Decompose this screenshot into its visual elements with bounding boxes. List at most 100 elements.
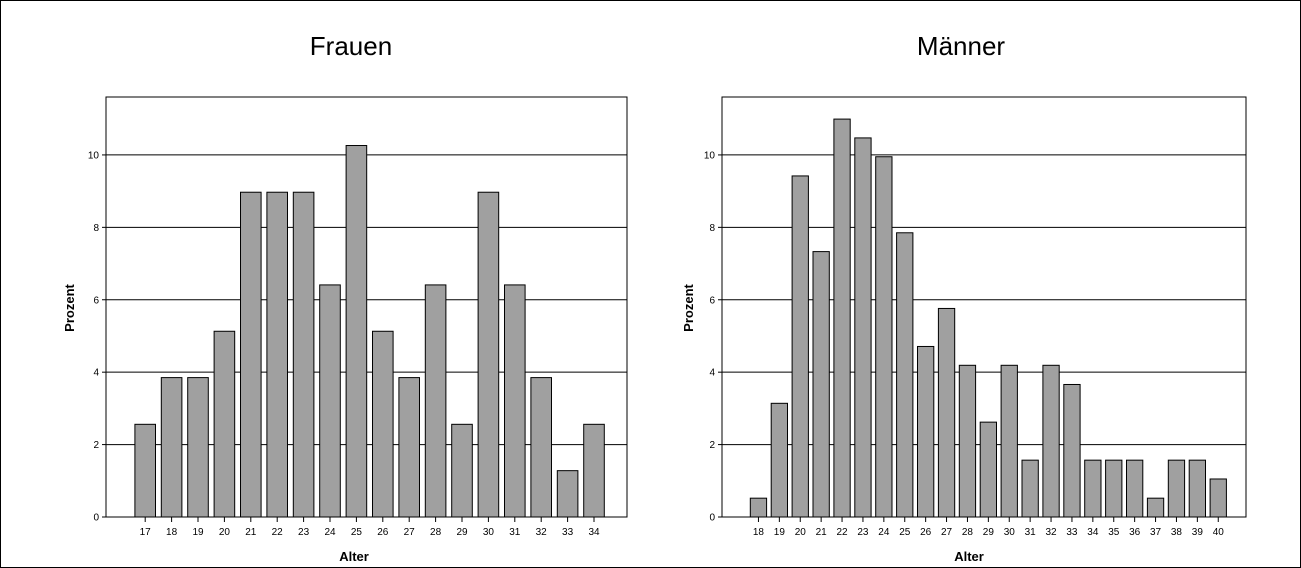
bar [319, 284, 341, 518]
x-tick-label: 31 [509, 527, 521, 538]
bar [424, 284, 447, 518]
x-tick-label: 28 [430, 527, 442, 538]
bar [896, 232, 914, 518]
bar [749, 497, 768, 518]
chart-title: Frauen [310, 31, 392, 61]
x-tick-label: 40 [1213, 527, 1225, 538]
x-tick-label: 29 [983, 527, 995, 538]
x-tick-label: 34 [1087, 527, 1099, 538]
x-tick-label: 25 [351, 527, 363, 538]
x-tick-label: 18 [753, 527, 765, 538]
bar [266, 191, 288, 518]
y-tick-label: 2 [93, 440, 99, 451]
bar [833, 118, 851, 518]
bar [1021, 459, 1039, 518]
y-tick-label: 0 [93, 513, 99, 524]
x-tick-label: 21 [245, 527, 257, 538]
x-tick-label: 32 [1045, 527, 1057, 538]
bar [1125, 459, 1144, 518]
x-tick-label: 27 [404, 527, 416, 538]
y-tick-label: 10 [704, 150, 716, 161]
bar [812, 251, 830, 518]
y-tick-label: 10 [88, 150, 100, 161]
bar [1146, 497, 1165, 518]
y-tick-label: 0 [709, 513, 715, 524]
bar [187, 377, 209, 518]
x-tick-label: 29 [456, 527, 468, 538]
x-tick-label: 23 [857, 527, 869, 538]
x-axis-label: Alter [339, 549, 369, 564]
bar [1000, 364, 1018, 518]
bar [1105, 459, 1123, 518]
x-tick-label: 26 [377, 527, 389, 538]
x-tick-label: 21 [816, 527, 828, 538]
bar [556, 470, 579, 518]
bar [916, 345, 935, 518]
bar [979, 421, 998, 518]
y-tick-label: 6 [709, 295, 715, 306]
x-tick-label: 19 [192, 527, 204, 538]
bar [451, 423, 473, 518]
x-tick-label: 18 [166, 527, 178, 538]
x-tick-label: 22 [836, 527, 848, 538]
x-tick-label: 34 [588, 527, 600, 538]
x-tick-label: 20 [795, 527, 807, 538]
x-tick-label: 17 [140, 527, 152, 538]
bar [1188, 459, 1207, 518]
bar [292, 191, 315, 518]
x-tick-label: 19 [774, 527, 786, 538]
bar [1084, 459, 1102, 518]
x-axis-label: Alter [954, 549, 984, 564]
bar [791, 175, 809, 518]
x-tick-label: 27 [941, 527, 953, 538]
bar [372, 330, 394, 518]
x-tick-label: 38 [1171, 527, 1183, 538]
bar [134, 423, 156, 518]
bar [398, 377, 420, 518]
y-tick-label: 4 [709, 368, 715, 379]
x-tick-label: 36 [1129, 527, 1141, 538]
x-tick-label: 22 [272, 527, 284, 538]
bar [937, 307, 956, 518]
x-tick-label: 31 [1025, 527, 1037, 538]
bar [504, 284, 526, 518]
y-tick-label: 2 [709, 440, 715, 451]
x-tick-label: 24 [324, 527, 336, 538]
bar [875, 156, 893, 518]
x-tick-label: 33 [562, 527, 574, 538]
x-tick-label: 25 [899, 527, 911, 538]
x-tick-label: 30 [1004, 527, 1016, 538]
x-tick-label: 24 [878, 527, 890, 538]
y-axis-label: Prozent [681, 283, 696, 331]
bar [1167, 459, 1186, 518]
bar [240, 191, 262, 518]
bar [160, 377, 183, 518]
x-tick-label: 35 [1108, 527, 1120, 538]
bar [583, 423, 605, 518]
bar [770, 402, 789, 518]
x-tick-label: 37 [1150, 527, 1162, 538]
x-tick-label: 32 [536, 527, 548, 538]
y-axis-label: Prozent [62, 283, 77, 331]
y-tick-label: 6 [93, 295, 99, 306]
bar [1042, 364, 1060, 518]
chart-title: Männer [917, 31, 1005, 61]
bar [530, 377, 552, 518]
x-tick-label: 30 [483, 527, 495, 538]
y-tick-label: 8 [93, 223, 99, 234]
bar [854, 137, 872, 518]
x-tick-label: 28 [962, 527, 974, 538]
bar [1209, 478, 1227, 518]
bar [345, 145, 368, 518]
bar [958, 364, 977, 518]
bar [1063, 383, 1081, 518]
x-tick-label: 26 [920, 527, 932, 538]
bar [213, 330, 236, 518]
x-tick-label: 33 [1066, 527, 1078, 538]
bar [477, 191, 500, 518]
x-tick-label: 39 [1192, 527, 1204, 538]
